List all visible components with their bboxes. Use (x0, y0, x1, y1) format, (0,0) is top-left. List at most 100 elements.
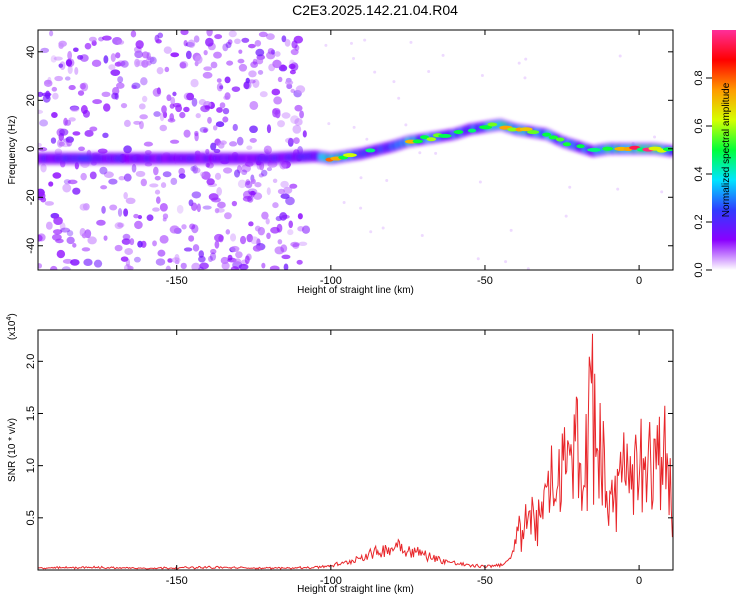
noise-cell (66, 138, 73, 147)
noise-cell (235, 251, 243, 259)
noise-cell (261, 262, 266, 269)
noise-cell (103, 103, 111, 112)
noise-cell (297, 213, 303, 220)
noise-cell (210, 248, 217, 255)
noise-cell (123, 173, 132, 182)
noise-cell (157, 32, 164, 39)
noise-cell (227, 39, 233, 45)
noise-cell (154, 175, 161, 181)
noise-cell (241, 164, 251, 173)
noise-cell (301, 225, 311, 234)
ridge-peak-cell (602, 146, 614, 151)
snr-y-multiplier: (x104) (6, 313, 18, 340)
noise-cell (49, 30, 54, 37)
ridge-peak-cell (562, 142, 572, 147)
noise-cell (284, 80, 294, 86)
noise-cell (274, 51, 281, 57)
noise-cell (289, 183, 298, 189)
noise-cell (220, 256, 229, 265)
noise-cell (174, 253, 180, 262)
noise-cell (225, 229, 231, 235)
noise-cell (51, 86, 58, 92)
noise-cell (183, 92, 192, 101)
noise-cell (244, 180, 253, 189)
noise-cell (224, 92, 231, 100)
noise-cell (287, 137, 294, 147)
noise-cell (564, 214, 568, 218)
noise-cell (159, 124, 168, 132)
noise-cell (203, 66, 213, 71)
noise-cell (616, 187, 620, 191)
noise-cell (381, 226, 385, 230)
noise-cell (170, 96, 176, 105)
noise-cell (155, 196, 161, 204)
x-tick-label: -150 (166, 275, 188, 287)
noise-cell (295, 85, 306, 94)
noise-cell (202, 205, 212, 210)
noise-cell (91, 59, 102, 67)
noise-cell (114, 244, 123, 252)
noise-cell (155, 39, 162, 44)
noise-cell (38, 109, 44, 115)
noise-cell (123, 119, 131, 128)
noise-cell (52, 229, 63, 235)
noise-cell (246, 145, 253, 150)
noise-cell (140, 178, 147, 187)
noise-cell (38, 234, 43, 242)
noise-cell (172, 102, 182, 108)
noise-cell (135, 40, 144, 49)
noise-cell (224, 76, 231, 84)
noise-cell (122, 233, 131, 241)
noise-cell (214, 172, 222, 180)
noise-cell (108, 178, 118, 185)
noise-cell (216, 78, 222, 83)
noise-cell (99, 166, 108, 175)
noise-cell (153, 166, 159, 176)
noise-cell (509, 228, 513, 232)
noise-cell (247, 188, 258, 195)
noise-cell (359, 206, 363, 210)
noise-cell (67, 65, 73, 75)
noise-cell (418, 151, 422, 155)
noise-cell (226, 60, 234, 66)
noise-cell (192, 244, 200, 252)
noise-cell (38, 263, 43, 269)
noise-cell (568, 185, 572, 189)
noise-cell (257, 70, 264, 75)
noise-cell (212, 125, 218, 131)
noise-cell (141, 95, 148, 103)
noise-cell (72, 243, 77, 248)
x-tick-label: 0 (636, 575, 642, 587)
noise-cell (185, 50, 192, 60)
noise-cell (192, 165, 198, 174)
noise-cell (359, 176, 363, 180)
noise-cell (272, 107, 281, 115)
noise-cell (103, 55, 109, 64)
noise-cell (230, 245, 240, 253)
noise-cell (231, 200, 238, 207)
noise-cell (280, 244, 288, 253)
noise-cell (293, 137, 300, 145)
noise-cell (259, 91, 268, 98)
noise-cell (238, 49, 243, 54)
noise-cell (65, 136, 74, 143)
noise-cell (70, 259, 80, 266)
noise-cell (234, 38, 241, 45)
noise-cell (40, 163, 47, 173)
noise-cell (242, 190, 253, 199)
ridge-peak-cell (548, 135, 559, 140)
noise-cell (54, 75, 64, 82)
noise-cell (169, 225, 180, 234)
noise-cell (204, 105, 211, 110)
noise-cell (45, 221, 53, 230)
noise-cell (214, 34, 223, 40)
noise-cell (198, 266, 204, 270)
noise-cell (258, 173, 264, 178)
noise-cell (100, 185, 108, 190)
noise-cell (187, 39, 196, 49)
noise-cell (117, 76, 124, 84)
noise-cell (228, 30, 237, 38)
noise-cell (123, 208, 129, 217)
noise-cell (219, 85, 224, 90)
noise-cell (42, 94, 51, 103)
